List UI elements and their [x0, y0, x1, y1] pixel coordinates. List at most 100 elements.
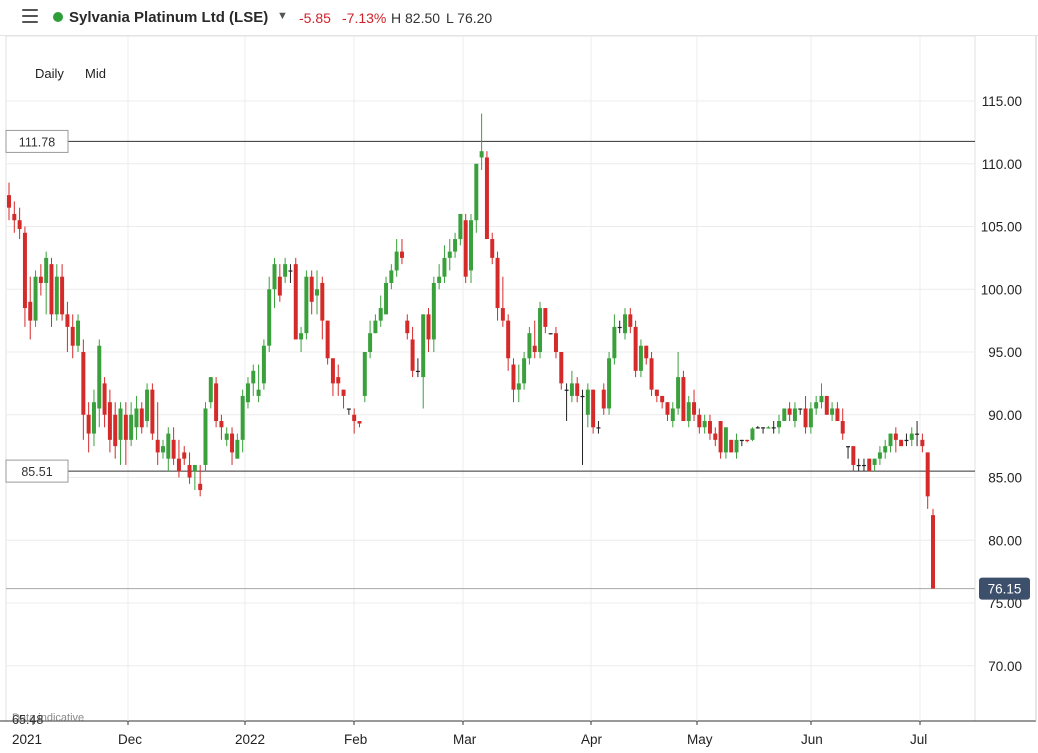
candle[interactable]	[707, 414, 712, 440]
caret-down-icon[interactable]: ▼	[277, 10, 288, 22]
candle[interactable]	[399, 239, 404, 265]
candle[interactable]	[453, 232, 458, 258]
candle[interactable]	[28, 276, 33, 340]
candle[interactable]	[851, 446, 856, 472]
candle[interactable]	[861, 458, 866, 472]
candle[interactable]	[426, 308, 431, 352]
candle[interactable]	[224, 427, 229, 447]
candle[interactable]	[830, 402, 835, 422]
candle[interactable]	[437, 264, 442, 290]
candle[interactable]	[283, 257, 288, 283]
candle[interactable]	[633, 320, 638, 378]
candle[interactable]	[198, 464, 203, 497]
price-type-selector[interactable]: Mid	[85, 66, 106, 81]
candle[interactable]	[729, 439, 734, 453]
candle[interactable]	[415, 358, 420, 378]
candle[interactable]	[543, 308, 548, 334]
candle[interactable]	[293, 257, 298, 340]
candle[interactable]	[442, 245, 447, 283]
candle[interactable]	[176, 439, 181, 478]
candle[interactable]	[267, 276, 272, 352]
candle[interactable]	[187, 452, 192, 484]
candle[interactable]	[38, 264, 43, 296]
candle[interactable]	[766, 426, 771, 429]
candle[interactable]	[527, 326, 532, 365]
candle[interactable]	[49, 257, 54, 327]
candle[interactable]	[739, 439, 744, 447]
candle[interactable]	[320, 276, 325, 340]
candle[interactable]	[134, 395, 139, 440]
candle[interactable]	[479, 113, 484, 171]
candle[interactable]	[665, 402, 670, 422]
candle[interactable]	[925, 452, 930, 509]
candle[interactable]	[888, 433, 893, 453]
candle[interactable]	[761, 427, 766, 434]
candle[interactable]	[506, 314, 511, 371]
candle[interactable]	[469, 213, 473, 283]
candle[interactable]	[155, 402, 160, 465]
candle[interactable]	[580, 389, 585, 465]
candle[interactable]	[230, 427, 235, 465]
candle[interactable]	[697, 408, 702, 434]
candle[interactable]	[373, 314, 378, 334]
candle[interactable]	[522, 352, 527, 390]
candle[interactable]	[458, 213, 463, 246]
candle[interactable]	[904, 433, 909, 447]
candle[interactable]	[702, 414, 707, 434]
candle[interactable]	[357, 421, 362, 428]
candle[interactable]	[102, 377, 107, 428]
candle[interactable]	[44, 251, 49, 315]
candle[interactable]	[872, 458, 877, 472]
candle[interactable]	[840, 408, 845, 440]
candle[interactable]	[718, 421, 723, 459]
candle[interactable]	[771, 421, 776, 434]
candle[interactable]	[617, 320, 622, 334]
instrument-selector[interactable]: Sylvania Platinum Ltd (LSE)	[69, 9, 269, 26]
candle[interactable]	[899, 439, 904, 447]
candle[interactable]	[681, 370, 686, 422]
horizontal-line-tag[interactable]	[5, 129, 69, 153]
candle[interactable]	[166, 427, 171, 472]
candle[interactable]	[325, 320, 330, 365]
candle[interactable]	[575, 377, 580, 403]
candle[interactable]	[60, 264, 65, 321]
candle[interactable]	[150, 383, 155, 440]
candle[interactable]	[676, 352, 681, 415]
candle[interactable]	[553, 326, 558, 359]
candle[interactable]	[915, 421, 920, 447]
candle[interactable]	[723, 427, 728, 459]
candle[interactable]	[12, 201, 17, 233]
candle[interactable]	[883, 439, 888, 459]
candle[interactable]	[70, 314, 75, 359]
candle[interactable]	[235, 433, 240, 459]
candle[interactable]	[288, 264, 293, 283]
candle[interactable]	[628, 308, 633, 334]
candle[interactable]	[368, 320, 373, 359]
candle[interactable]	[532, 320, 537, 359]
candle[interactable]	[431, 276, 436, 352]
candle[interactable]	[245, 377, 250, 409]
candle[interactable]	[394, 239, 399, 277]
candle[interactable]	[405, 314, 410, 340]
candle[interactable]	[251, 364, 256, 396]
candle[interactable]	[644, 345, 649, 365]
candle[interactable]	[750, 427, 755, 442]
candle[interactable]	[484, 151, 489, 240]
candle[interactable]	[76, 314, 81, 352]
candle[interactable]	[755, 426, 760, 429]
candle[interactable]	[362, 352, 367, 403]
candle[interactable]	[346, 408, 351, 415]
candle[interactable]	[777, 414, 781, 434]
candle[interactable]	[596, 421, 601, 434]
candle[interactable]	[909, 427, 914, 447]
candle[interactable]	[623, 308, 627, 340]
hamburger-menu-icon[interactable]	[22, 9, 38, 25]
candle[interactable]	[745, 439, 750, 443]
candle[interactable]	[814, 395, 819, 415]
candle[interactable]	[171, 427, 176, 465]
candle[interactable]	[447, 239, 452, 271]
candle[interactable]	[91, 389, 96, 447]
candle[interactable]	[649, 352, 654, 396]
candle[interactable]	[304, 270, 309, 340]
candle[interactable]	[240, 389, 245, 453]
